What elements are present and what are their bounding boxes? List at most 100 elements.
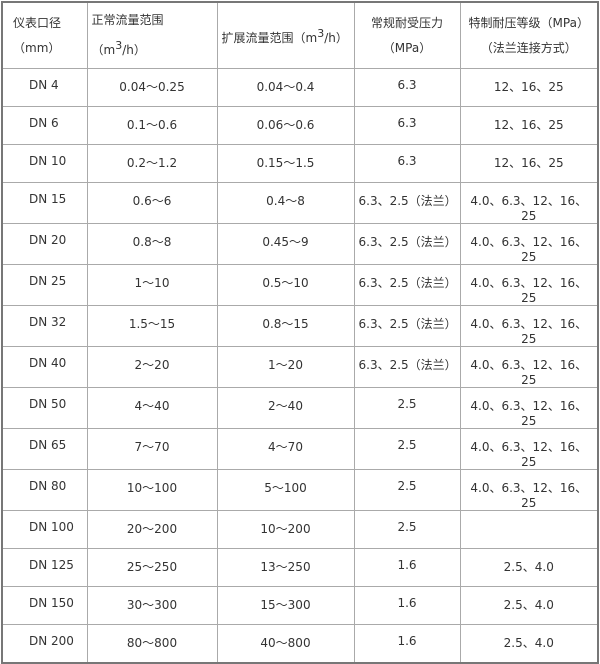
cell-normal-pressure: 1.6 (353, 586, 461, 625)
cell-normal-flow: 7～70 (86, 428, 218, 470)
table-row: DN 40 2～20 1～20 6.3、2.5（法兰） 4.0、6.3、12、16、25 (1, 346, 599, 388)
cell-special-pressure: 4.0、6.3、12、16、25 (459, 346, 599, 388)
cell-normal-pressure: 6.3 (353, 144, 461, 183)
header-normal-pressure: 常规耐受压力（MPa） (353, 1, 461, 69)
superscript: 3 (115, 39, 123, 52)
cell-normal-flow: 4～40 (86, 387, 218, 429)
header-diameter: 仪表口径（mm） (1, 1, 88, 69)
cell-diameter: DN 32 (1, 305, 88, 347)
cell-special-pressure: 4.0、6.3、12、16、25 (459, 387, 599, 429)
cell-special-pressure: 4.0、6.3、12、16、25 (459, 469, 599, 511)
cell-extended-flow: 1～20 (216, 346, 355, 388)
cell-normal-flow: 2～20 (86, 346, 218, 388)
cell-extended-flow: 0.45～9 (216, 223, 355, 265)
cell-special-pressure: 4.0、6.3、12、16、25 (459, 305, 599, 347)
cell-diameter: DN 80 (1, 469, 88, 511)
cell-diameter: DN 20 (1, 223, 88, 265)
cell-normal-flow: 20～200 (86, 510, 218, 549)
cell-diameter: DN 150 (1, 586, 88, 625)
table-row: DN 15 0.6～6 0.4～8 6.3、2.5（法兰） 4.0、6.3、12、16、… (1, 182, 599, 224)
table-header-row: 仪表口径（mm） 正常流量范围（m3/h） 扩展流量范围（m3/h） 常规耐受压… (1, 1, 599, 69)
cell-normal-flow: 0.6～6 (86, 182, 218, 224)
cell-extended-flow: 0.4～8 (216, 182, 355, 224)
superscript: 3 (317, 26, 325, 40)
cell-extended-flow: 13～250 (216, 548, 355, 587)
cell-diameter: DN 6 (1, 106, 88, 145)
cell-special-pressure: 12、16、25 (459, 68, 599, 107)
cell-extended-flow: 15～300 (216, 586, 355, 625)
cell-normal-pressure: 2.5 (353, 469, 461, 511)
cell-extended-flow: 0.15～1.5 (216, 144, 355, 183)
cell-special-pressure: 2.5、4.0 (459, 548, 599, 587)
cell-diameter: DN 65 (1, 428, 88, 470)
cell-normal-flow: 30～300 (86, 586, 218, 625)
cell-normal-flow: 10～100 (86, 469, 218, 511)
header-normal-flow-text: 正常流量范围（m (91, 13, 164, 57)
cell-special-pressure: 12、16、25 (459, 106, 599, 145)
cell-extended-flow: 0.06～0.6 (216, 106, 355, 145)
cell-special-pressure: 2.5、4.0 (459, 624, 599, 663)
cell-special-pressure: 4.0、6.3、12、16、25 (459, 223, 599, 265)
cell-diameter: DN 10 (1, 144, 88, 183)
cell-extended-flow: 40～800 (216, 624, 355, 663)
header-normal-flow: 正常流量范围（m3/h） (86, 1, 218, 69)
cell-normal-pressure: 1.6 (353, 548, 461, 587)
table-row: DN 10 0.2～1.2 0.15～1.5 6.3 12、16、25 (1, 144, 599, 183)
table-row: DN 200 80～800 40～800 1.6 2.5、4.0 (1, 624, 599, 663)
cell-diameter: DN 200 (1, 624, 88, 663)
cell-normal-pressure: 2.5 (353, 387, 461, 429)
cell-extended-flow: 10～200 (216, 510, 355, 549)
table-row: DN 6 0.1～0.6 0.06～0.6 6.3 12、16、25 (1, 106, 599, 145)
header-unit: /h） (324, 30, 348, 45)
cell-diameter: DN 125 (1, 548, 88, 587)
cell-normal-pressure: 1.6 (353, 624, 461, 663)
table-row: DN 25 1～10 0.5～10 6.3、2.5（法兰） 4.0、6.3、12、16、… (1, 264, 599, 306)
table-row: DN 50 4～40 2～40 2.5 4.0、6.3、12、16、25 (1, 387, 599, 429)
cell-special-pressure (459, 510, 599, 549)
cell-extended-flow: 5～100 (216, 469, 355, 511)
cell-diameter: DN 15 (1, 182, 88, 224)
cell-special-pressure: 4.0、6.3、12、16、25 (459, 182, 599, 224)
cell-normal-pressure: 6.3、2.5（法兰） (353, 305, 461, 347)
table-row: DN 150 30～300 15～300 1.6 2.5、4.0 (1, 586, 599, 625)
table-row: DN 32 1.5～15 0.8～15 6.3、2.5（法兰） 4.0、6.3、12、1… (1, 305, 599, 347)
table-row: DN 125 25～250 13～250 1.6 2.5、4.0 (1, 548, 599, 587)
cell-normal-pressure: 2.5 (353, 510, 461, 549)
cell-extended-flow: 0.04～0.4 (216, 68, 355, 107)
cell-normal-flow: 0.04～0.25 (86, 68, 218, 107)
cell-extended-flow: 2～40 (216, 387, 355, 429)
cell-diameter: DN 4 (1, 68, 88, 107)
header-unit: /h） (122, 43, 146, 57)
table-row: DN 65 7～70 4～70 2.5 4.0、6.3、12、16、25 (1, 428, 599, 470)
cell-normal-pressure: 6.3、2.5（法兰） (353, 346, 461, 388)
cell-diameter: DN 25 (1, 264, 88, 306)
cell-normal-flow: 25～250 (86, 548, 218, 587)
cell-special-pressure: 4.0、6.3、12、16、25 (459, 264, 599, 306)
cell-special-pressure: 4.0、6.3、12、16、25 (459, 428, 599, 470)
cell-normal-flow: 0.2～1.2 (86, 144, 218, 183)
cell-normal-flow: 1～10 (86, 264, 218, 306)
cell-diameter: DN 50 (1, 387, 88, 429)
cell-extended-flow: 4～70 (216, 428, 355, 470)
cell-special-pressure: 2.5、4.0 (459, 586, 599, 625)
cell-extended-flow: 0.5～10 (216, 264, 355, 306)
table-row: DN 100 20～200 10～200 2.5 (1, 510, 599, 549)
cell-normal-pressure: 6.3、2.5（法兰） (353, 182, 461, 224)
cell-normal-pressure: 6.3、2.5（法兰） (353, 264, 461, 306)
cell-normal-pressure: 2.5 (353, 428, 461, 470)
table-row: DN 80 10～100 5～100 2.5 4.0、6.3、12、16、25 (1, 469, 599, 511)
cell-normal-flow: 0.8～8 (86, 223, 218, 265)
header-extended-flow-text: 扩展流量范围（m (221, 30, 318, 45)
cell-extended-flow: 0.8～15 (216, 305, 355, 347)
cell-diameter: DN 40 (1, 346, 88, 388)
cell-normal-pressure: 6.3 (353, 106, 461, 145)
cell-normal-flow: 1.5～15 (86, 305, 218, 347)
cell-normal-flow: 80～800 (86, 624, 218, 663)
cell-normal-pressure: 6.3、2.5（法兰） (353, 223, 461, 265)
cell-normal-pressure: 6.3 (353, 68, 461, 107)
table-row: DN 4 0.04～0.25 0.04～0.4 6.3 12、16、25 (1, 68, 599, 107)
cell-diameter: DN 100 (1, 510, 88, 549)
header-extended-flow: 扩展流量范围（m3/h） (216, 1, 355, 69)
cell-normal-flow: 0.1～0.6 (86, 106, 218, 145)
